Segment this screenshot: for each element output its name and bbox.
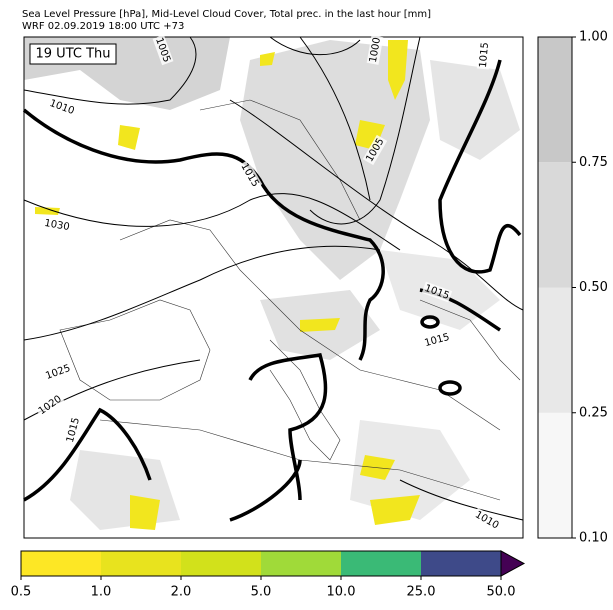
isobar-label-bg: [421, 281, 453, 303]
colorbar-segment: [21, 551, 101, 576]
colorbar-segment: [538, 162, 572, 288]
isobar-label: 1000: [368, 37, 383, 64]
colorbar-extension: [500, 550, 526, 577]
isobars: [23, 36, 524, 521]
isobar-label-bg: [421, 330, 453, 350]
isobar-label-bg: [362, 134, 388, 166]
tick-label: 0.5: [11, 585, 32, 600]
colorbar-segment: [538, 37, 572, 163]
isobar-label-bg: [63, 414, 83, 446]
isobar-label-bg: [476, 40, 492, 70]
colorbar-segment: [181, 551, 261, 576]
tick-label: 1.0: [91, 585, 112, 600]
isobar-label-bg: [471, 507, 503, 533]
tick-label: 10.0: [327, 585, 356, 600]
colorbar-segment: [261, 551, 341, 576]
isobar-label: 1030: [43, 218, 70, 233]
tick-label: 5.0: [251, 585, 272, 600]
isobar-label-bg: [46, 96, 78, 118]
colorbar-segment: [341, 551, 421, 576]
tick-label: 0.10: [579, 531, 608, 546]
isobar-1015: [22, 59, 522, 522]
tick-label: 0.50: [579, 280, 608, 295]
map: 19 UTC Thu: [22, 36, 524, 539]
tick-label: 0.75: [579, 155, 608, 170]
tick-label: 0.25: [579, 405, 608, 420]
colorbar-segment: [538, 412, 572, 538]
precip-colorbar: 0.5 1.0 2.0 5.0 10.0 25.0 50.0: [11, 550, 526, 600]
colorbar-segment: [538, 287, 572, 413]
tick-label: 1.00: [579, 30, 608, 45]
colorbar-segment: [101, 551, 181, 576]
isobar-label: 1015: [478, 42, 491, 68]
isobar-label-bg: [35, 392, 65, 418]
isobar-label-bg: [152, 34, 174, 66]
isobar-label-bg: [237, 159, 263, 191]
isobar-label-bg: [42, 216, 72, 234]
isobar-label-bg: [42, 361, 74, 383]
precipitation: [35, 40, 420, 530]
tick-label: 50.0: [487, 585, 516, 600]
subtitle: WRF 02.09.2019 18:00 UTC +73: [22, 21, 184, 32]
tick-label: 2.0: [171, 585, 192, 600]
colorbar-segment: [421, 551, 501, 576]
title: Sea Level Pressure [hPa], Mid-Level Clou…: [22, 9, 431, 20]
tick-label: 25.0: [407, 585, 436, 600]
time-label: 19 UTC Thu: [36, 47, 111, 62]
cloud-colorbar: 0.10 0.25 0.50 0.75 1.00: [537, 30, 608, 546]
isobar-label-bg: [366, 35, 384, 65]
